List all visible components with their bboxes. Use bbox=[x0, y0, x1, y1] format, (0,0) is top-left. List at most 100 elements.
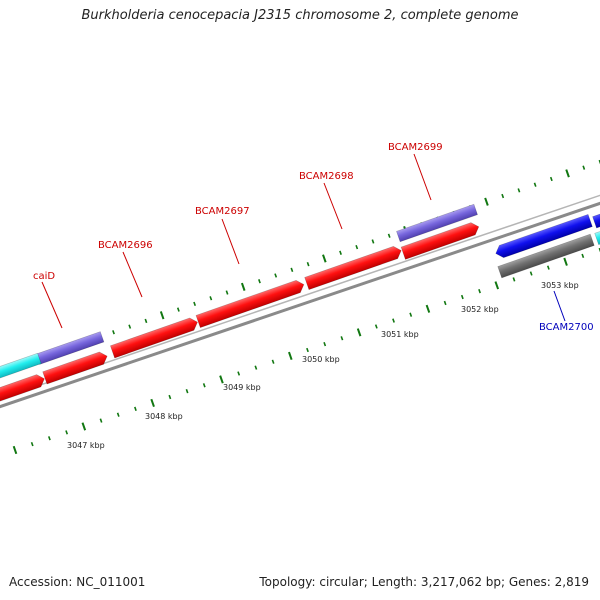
outer-tick bbox=[322, 254, 327, 263]
misc-feature bbox=[0, 352, 42, 384]
label-leader bbox=[122, 251, 143, 298]
backbone-line-outer bbox=[0, 201, 600, 409]
outer-tick bbox=[193, 301, 197, 307]
gene-label: BCAM2700 bbox=[539, 322, 594, 333]
kbp-label: 3051 kbp bbox=[381, 330, 419, 339]
inner-tick bbox=[512, 277, 516, 282]
inner-tick bbox=[65, 430, 69, 435]
inner-tick bbox=[271, 359, 275, 364]
label-leader bbox=[323, 182, 343, 230]
outer-tick bbox=[306, 262, 310, 267]
inner-tick bbox=[219, 375, 224, 384]
inner-tick bbox=[546, 265, 550, 270]
outer-tick bbox=[355, 244, 359, 250]
inner-tick bbox=[494, 281, 500, 290]
gene-arrow bbox=[495, 213, 593, 258]
misc-feature bbox=[497, 233, 595, 279]
gene-label: caiD bbox=[33, 271, 55, 282]
inner-tick bbox=[392, 318, 395, 323]
kbp-label: 3053 kbp bbox=[541, 281, 579, 290]
inner-tick bbox=[202, 383, 206, 388]
gene-arrow bbox=[109, 317, 198, 359]
outer-tick bbox=[128, 324, 132, 329]
inner-tick bbox=[478, 289, 481, 294]
kbp-label: 3047 kbp bbox=[67, 441, 105, 450]
outer-tick bbox=[339, 250, 342, 255]
page-title: Burkholderia cenocepacia J2315 chromosom… bbox=[81, 8, 519, 23]
inner-tick bbox=[185, 389, 189, 394]
outer-tick bbox=[176, 307, 180, 312]
inner-tick bbox=[134, 406, 137, 411]
backbone-line-inner bbox=[0, 194, 600, 400]
outer-tick bbox=[274, 273, 278, 278]
label-leader bbox=[553, 290, 566, 322]
outer-tick bbox=[549, 176, 553, 182]
gene-arrow bbox=[400, 222, 480, 260]
summary-text: Topology: circular; Length: 3,217,062 bp… bbox=[259, 575, 589, 589]
gene-label: BCAM2696 bbox=[98, 240, 153, 251]
outer-tick bbox=[517, 188, 521, 193]
kbp-label: 3049 kbp bbox=[223, 383, 261, 392]
outer-tick bbox=[159, 311, 165, 320]
outer-tick bbox=[501, 193, 505, 199]
outer-tick bbox=[582, 165, 586, 170]
gene-arrow bbox=[0, 374, 45, 404]
gene-arrow bbox=[195, 280, 305, 329]
inner-tick bbox=[409, 312, 413, 317]
outer-tick bbox=[533, 182, 537, 187]
inner-tick bbox=[340, 336, 344, 341]
accession-text: Accession: NC_011001 bbox=[9, 575, 146, 589]
label-leader bbox=[41, 281, 63, 329]
outer-tick bbox=[144, 318, 148, 324]
inner-tick bbox=[168, 394, 172, 400]
inner-tick bbox=[12, 445, 18, 455]
outer-tick bbox=[565, 169, 570, 178]
inner-tick bbox=[99, 418, 103, 423]
inner-tick bbox=[306, 347, 309, 353]
inner-tick bbox=[47, 436, 51, 441]
gene-label: BCAM2699 bbox=[388, 142, 443, 153]
gene-label: BCAM2697 bbox=[195, 206, 250, 217]
gene-label: BCAM2698 bbox=[299, 171, 354, 182]
inner-tick bbox=[30, 441, 34, 447]
kbp-labels: 3047 kbp 3048 kbp 3049 kbp 3050 kbp 3051 kbp… bbox=[67, 281, 579, 450]
inner-tick bbox=[563, 257, 568, 266]
inner-tick bbox=[529, 271, 533, 276]
misc-feature bbox=[396, 203, 478, 243]
inner-tick bbox=[460, 294, 464, 300]
gene-arrow bbox=[42, 351, 108, 385]
tick-marks bbox=[0, 159, 600, 455]
label-leader bbox=[221, 218, 240, 265]
gene-arrow bbox=[304, 246, 402, 291]
inner-tick bbox=[237, 371, 241, 376]
inner-tick bbox=[356, 328, 362, 337]
inner-tick bbox=[254, 365, 258, 370]
outer-tick bbox=[112, 330, 115, 335]
kbp-label: 3052 kbp bbox=[461, 305, 499, 314]
gene-features bbox=[0, 203, 600, 404]
inner-tick bbox=[581, 253, 585, 259]
kbp-label: 3050 kbp bbox=[302, 355, 340, 364]
outer-tick bbox=[290, 267, 294, 272]
outer-tick bbox=[387, 233, 391, 238]
gene-labels: caiD BCAM2696 BCAM2697 BCAM2698 BCAM2699 BCAM… bbox=[33, 142, 594, 333]
inner-tick bbox=[425, 304, 431, 313]
outer-tick bbox=[258, 279, 261, 284]
label-leader bbox=[413, 153, 432, 201]
inner-tick bbox=[81, 422, 87, 431]
outer-tick bbox=[240, 282, 246, 291]
outer-tick bbox=[371, 239, 375, 244]
inner-tick bbox=[150, 398, 155, 408]
misc-feature bbox=[594, 224, 600, 246]
inner-tick bbox=[323, 341, 327, 347]
inner-tick bbox=[443, 300, 447, 306]
outer-tick bbox=[225, 290, 229, 295]
kbp-label: 3048 kbp bbox=[145, 412, 183, 421]
label-leaders bbox=[41, 153, 566, 329]
inner-tick bbox=[374, 324, 378, 329]
backbone bbox=[0, 194, 600, 409]
outer-tick bbox=[209, 296, 213, 301]
outer-tick bbox=[484, 197, 489, 206]
